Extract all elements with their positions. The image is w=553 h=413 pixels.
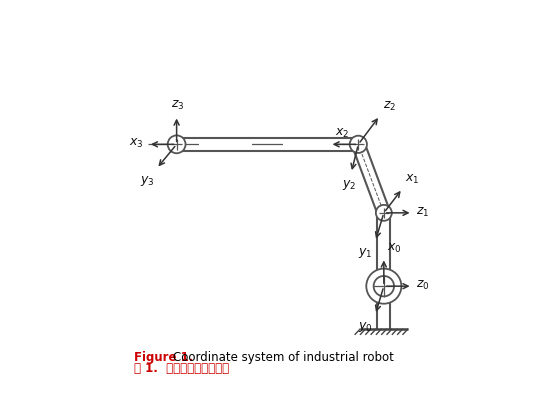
Polygon shape xyxy=(352,143,390,216)
Text: Coordinate system of industrial robot: Coordinate system of industrial robot xyxy=(174,350,394,363)
Text: $y_2$: $y_2$ xyxy=(342,178,357,192)
Text: $z_1$: $z_1$ xyxy=(416,205,430,218)
Text: $z_3$: $z_3$ xyxy=(171,99,185,112)
Text: $x_1$: $x_1$ xyxy=(405,173,420,186)
Text: $y_3$: $y_3$ xyxy=(140,174,155,188)
Text: $y_1$: $y_1$ xyxy=(358,246,372,260)
Circle shape xyxy=(168,136,186,154)
Text: $x_2$: $x_2$ xyxy=(335,126,349,139)
Text: $z_2$: $z_2$ xyxy=(383,100,397,112)
Text: $y_0$: $y_0$ xyxy=(358,319,373,333)
Text: $x_3$: $x_3$ xyxy=(128,136,143,149)
Circle shape xyxy=(366,269,401,304)
Text: Figure 1.: Figure 1. xyxy=(134,350,197,363)
Circle shape xyxy=(376,205,392,221)
Circle shape xyxy=(349,136,367,154)
Text: 图 1.  工业机器人的坐标系: 图 1. 工业机器人的坐标系 xyxy=(134,361,229,374)
Text: $z_0$: $z_0$ xyxy=(416,278,430,292)
Text: $x_0$: $x_0$ xyxy=(387,241,401,254)
Circle shape xyxy=(374,276,394,297)
